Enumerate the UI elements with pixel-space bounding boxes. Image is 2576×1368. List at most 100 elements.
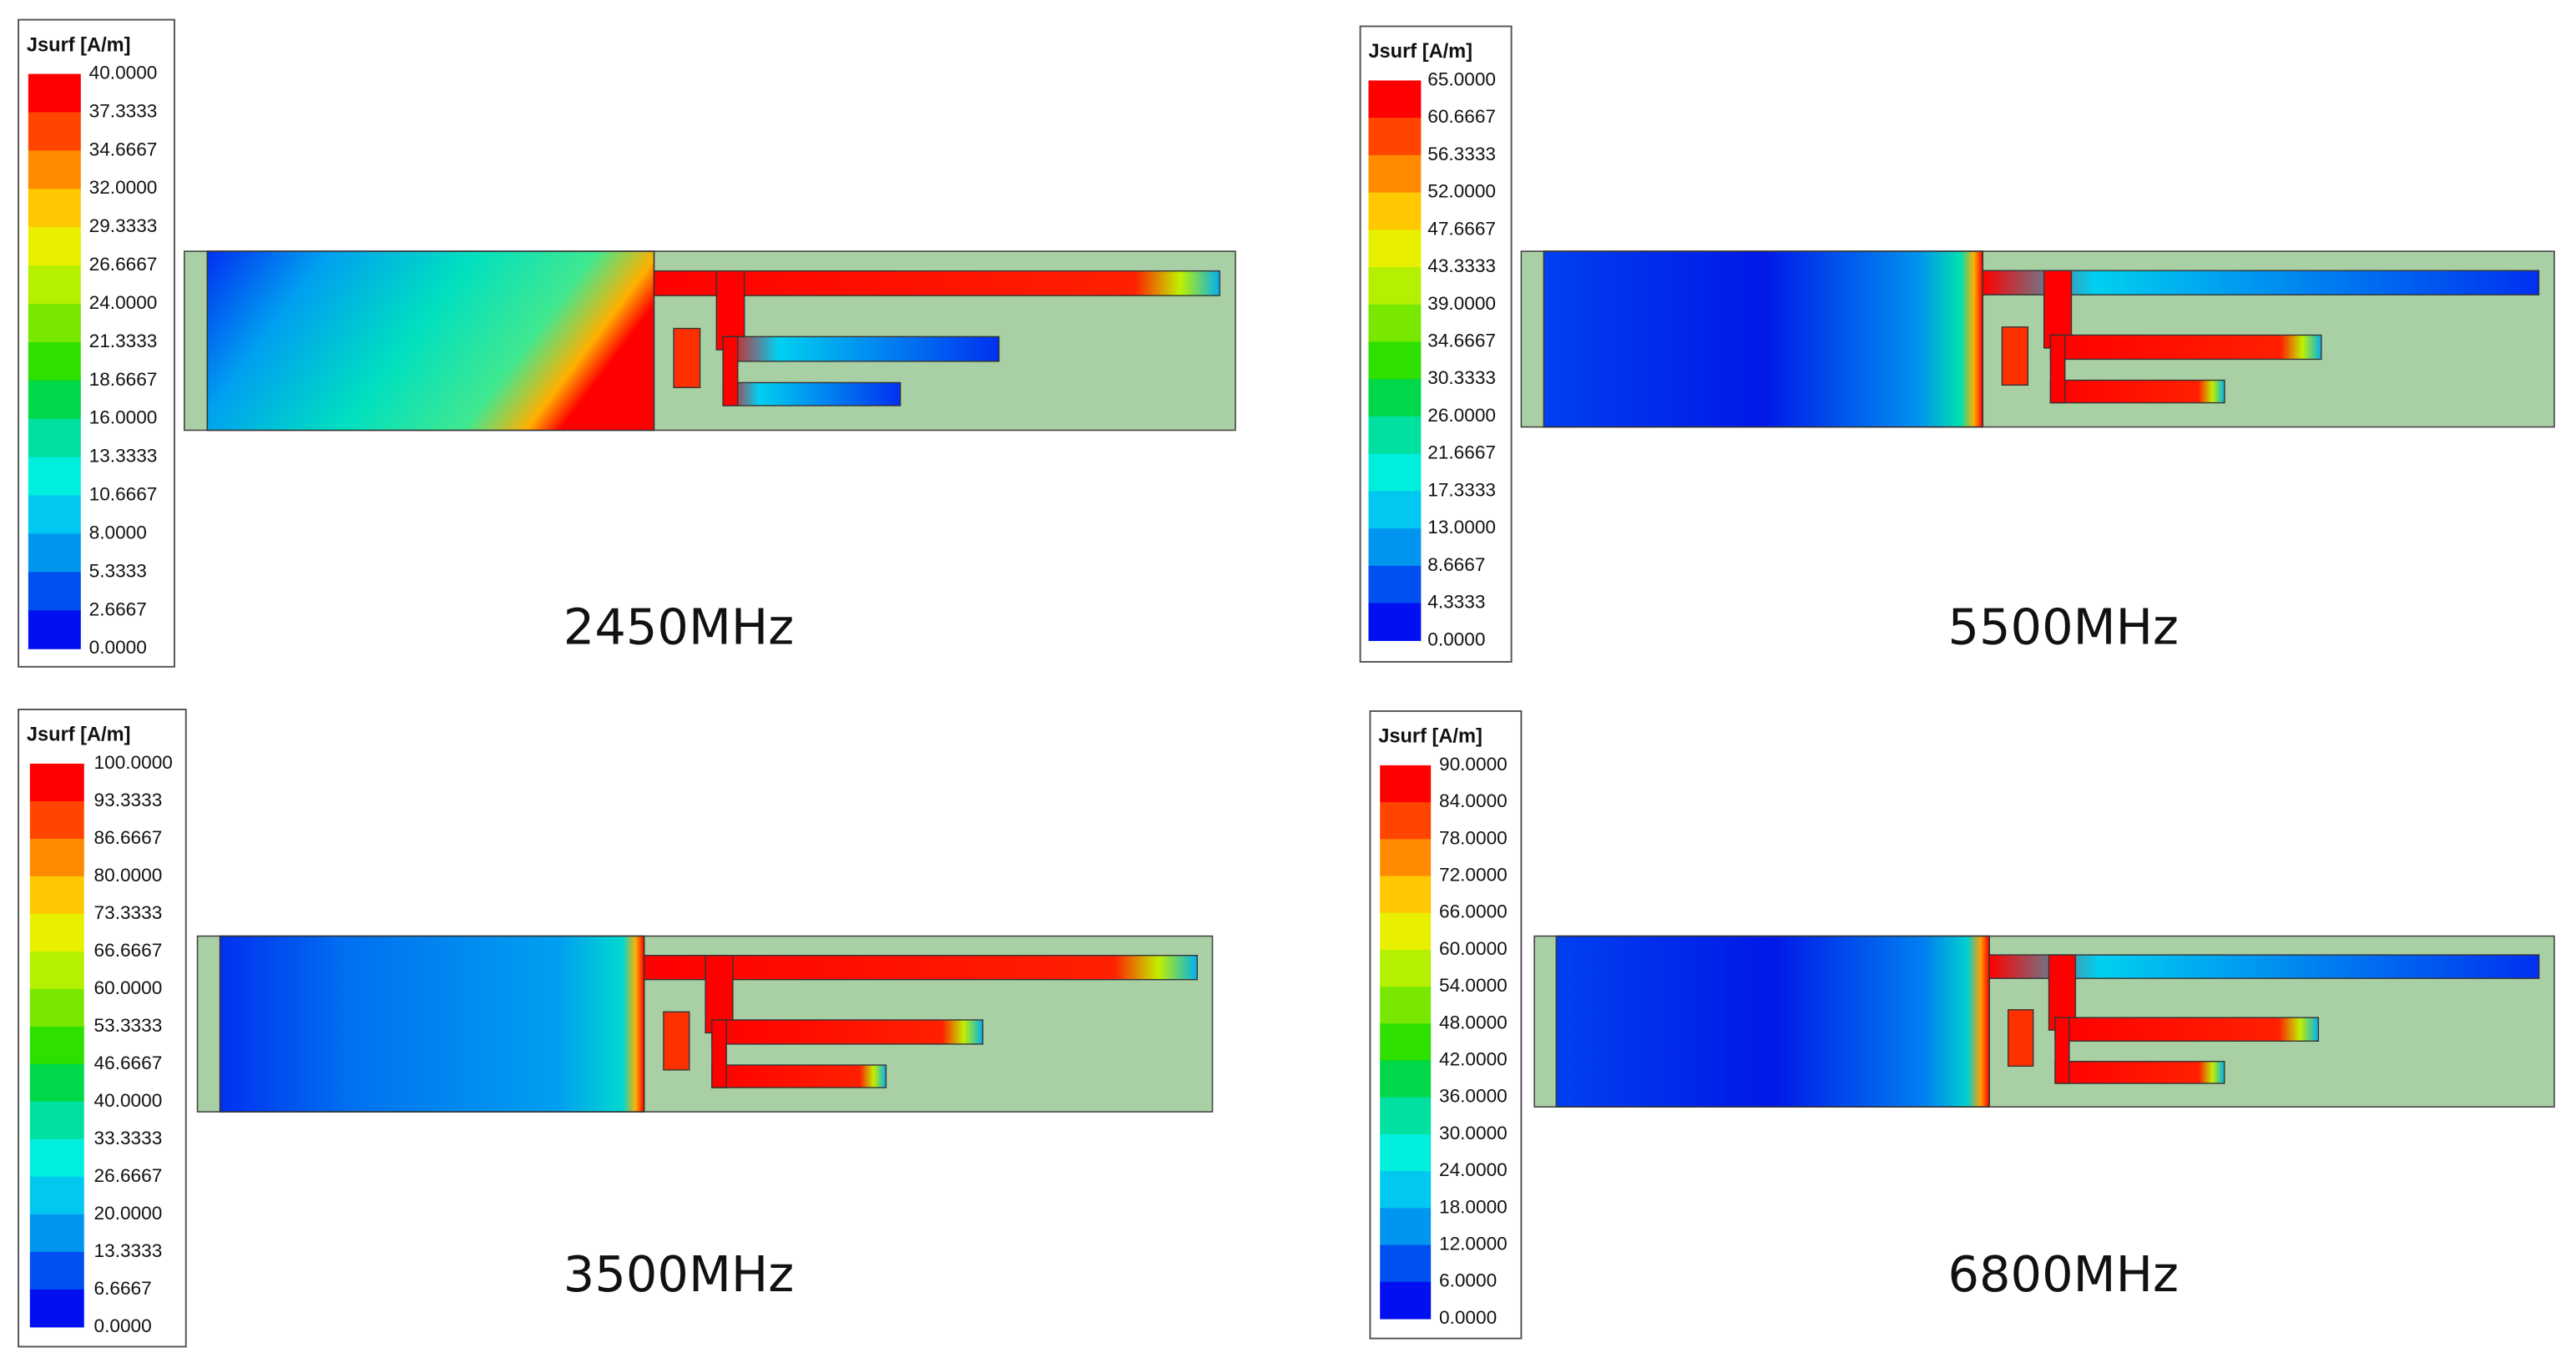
legend-label: 30.0000 bbox=[1439, 1123, 1508, 1143]
color-bin bbox=[1380, 839, 1432, 877]
color-bin bbox=[28, 304, 81, 343]
legend-label: 46.6667 bbox=[94, 1053, 163, 1073]
legend-label: 34.6667 bbox=[89, 139, 158, 159]
legend-label: 13.3333 bbox=[94, 1240, 163, 1261]
legend-label: 100.0000 bbox=[94, 752, 173, 773]
color-bin bbox=[1380, 987, 1432, 1024]
legend-label: 5.3333 bbox=[89, 560, 147, 581]
color-bin bbox=[1380, 1023, 1432, 1062]
legend-label: 65.0000 bbox=[1427, 68, 1496, 89]
color-bin bbox=[28, 265, 81, 305]
legend-label: 47.6667 bbox=[1427, 218, 1496, 239]
color-bin bbox=[1380, 1208, 1432, 1246]
legend-label: 16.0000 bbox=[89, 407, 158, 428]
legend-label: 54.0000 bbox=[1439, 975, 1508, 996]
color-bin bbox=[29, 951, 84, 990]
color-bin bbox=[29, 1214, 84, 1253]
color-bin bbox=[28, 380, 81, 420]
legend-label: 0.0000 bbox=[89, 637, 147, 658]
legend-label: 18.0000 bbox=[1439, 1196, 1508, 1217]
legend-label: 26.6667 bbox=[94, 1165, 163, 1186]
color-bin bbox=[1380, 765, 1432, 803]
color-bin bbox=[1380, 1133, 1432, 1172]
side-stub bbox=[2007, 1009, 2034, 1068]
color-bin bbox=[28, 227, 81, 266]
color-bin bbox=[1380, 912, 1432, 951]
color-bin bbox=[28, 341, 81, 381]
legend-label: 37.3333 bbox=[89, 100, 158, 121]
meander-strip bbox=[2049, 379, 2225, 404]
color-bin bbox=[1368, 528, 1422, 567]
legend-label: 93.3333 bbox=[94, 790, 163, 810]
legend-label: 72.0000 bbox=[1439, 864, 1508, 885]
color-bin bbox=[1368, 80, 1422, 119]
color-bin bbox=[28, 495, 81, 535]
color-bin bbox=[1380, 802, 1432, 840]
color-bin bbox=[28, 572, 81, 611]
meander-link bbox=[2049, 334, 2066, 404]
legend-label: 73.3333 bbox=[94, 902, 163, 923]
legend-title: Jsurf [A/m] bbox=[27, 34, 131, 56]
color-bin bbox=[1368, 416, 1422, 455]
color-bin bbox=[29, 1063, 84, 1103]
feed-strip bbox=[1988, 954, 2540, 979]
patch bbox=[219, 935, 645, 1113]
color-bin bbox=[1380, 1060, 1432, 1098]
legend-label: 26.0000 bbox=[1427, 405, 1496, 426]
color-bin bbox=[1368, 491, 1422, 529]
legend-label: 18.6667 bbox=[89, 369, 158, 390]
legend-title: Jsurf [A/m] bbox=[1378, 726, 1482, 748]
frequency-label: 6800MHz bbox=[1947, 1245, 2178, 1303]
color-bin bbox=[29, 1101, 84, 1140]
color-bin bbox=[1368, 154, 1422, 194]
color-bin bbox=[1368, 267, 1422, 305]
legend-label: 6.6667 bbox=[94, 1278, 152, 1299]
color-bin bbox=[29, 913, 84, 952]
legend-label: 8.6667 bbox=[1427, 554, 1485, 575]
legend-label: 13.3333 bbox=[89, 446, 158, 467]
frequency-label: 5500MHz bbox=[1947, 598, 2178, 656]
legend-label: 13.0000 bbox=[1427, 517, 1496, 538]
legend-label: 43.3333 bbox=[1427, 255, 1496, 276]
legend-label: 0.0000 bbox=[94, 1315, 152, 1336]
legend-label: 80.0000 bbox=[94, 865, 163, 886]
legend-label: 48.0000 bbox=[1439, 1012, 1508, 1032]
color-bin bbox=[29, 988, 84, 1027]
legend-label: 21.3333 bbox=[89, 331, 158, 351]
legend-label: 66.6667 bbox=[94, 940, 163, 961]
legend-label: 84.0000 bbox=[1439, 790, 1508, 811]
legend-label: 8.0000 bbox=[89, 522, 147, 543]
color-bin bbox=[29, 1026, 84, 1065]
side-stub bbox=[673, 327, 701, 389]
color-bin bbox=[1368, 118, 1422, 156]
legend-label: 33.3333 bbox=[94, 1128, 163, 1148]
legend-label: 66.0000 bbox=[1439, 901, 1508, 922]
color-bin bbox=[29, 838, 84, 877]
patch bbox=[1555, 935, 1990, 1108]
color-bin bbox=[1368, 230, 1422, 268]
meander-strip bbox=[2049, 334, 2322, 361]
color-bin bbox=[29, 1289, 84, 1328]
legend-label: 40.0000 bbox=[94, 1090, 163, 1111]
legend-label: 39.0000 bbox=[1427, 293, 1496, 314]
legend-label: 0.0000 bbox=[1427, 628, 1485, 649]
side-stub bbox=[2001, 326, 2029, 386]
legend-label: 86.6667 bbox=[94, 827, 163, 848]
color-bin bbox=[28, 457, 81, 497]
legend-label: 0.0000 bbox=[1439, 1307, 1497, 1328]
color-bin bbox=[1380, 1171, 1432, 1209]
color-bin bbox=[1380, 1281, 1432, 1320]
legend-label: 17.3333 bbox=[1427, 479, 1496, 500]
legend-title: Jsurf [A/m] bbox=[1368, 41, 1472, 63]
legend-label: 29.3333 bbox=[89, 215, 158, 236]
color-bin bbox=[28, 112, 81, 151]
color-bin bbox=[28, 150, 81, 189]
color-bin bbox=[1368, 565, 1422, 604]
color-bin bbox=[28, 533, 81, 573]
color-bin bbox=[1380, 876, 1432, 914]
patch bbox=[1543, 250, 1984, 428]
legend-label: 60.0000 bbox=[1439, 938, 1508, 959]
color-bin bbox=[1380, 1097, 1432, 1135]
